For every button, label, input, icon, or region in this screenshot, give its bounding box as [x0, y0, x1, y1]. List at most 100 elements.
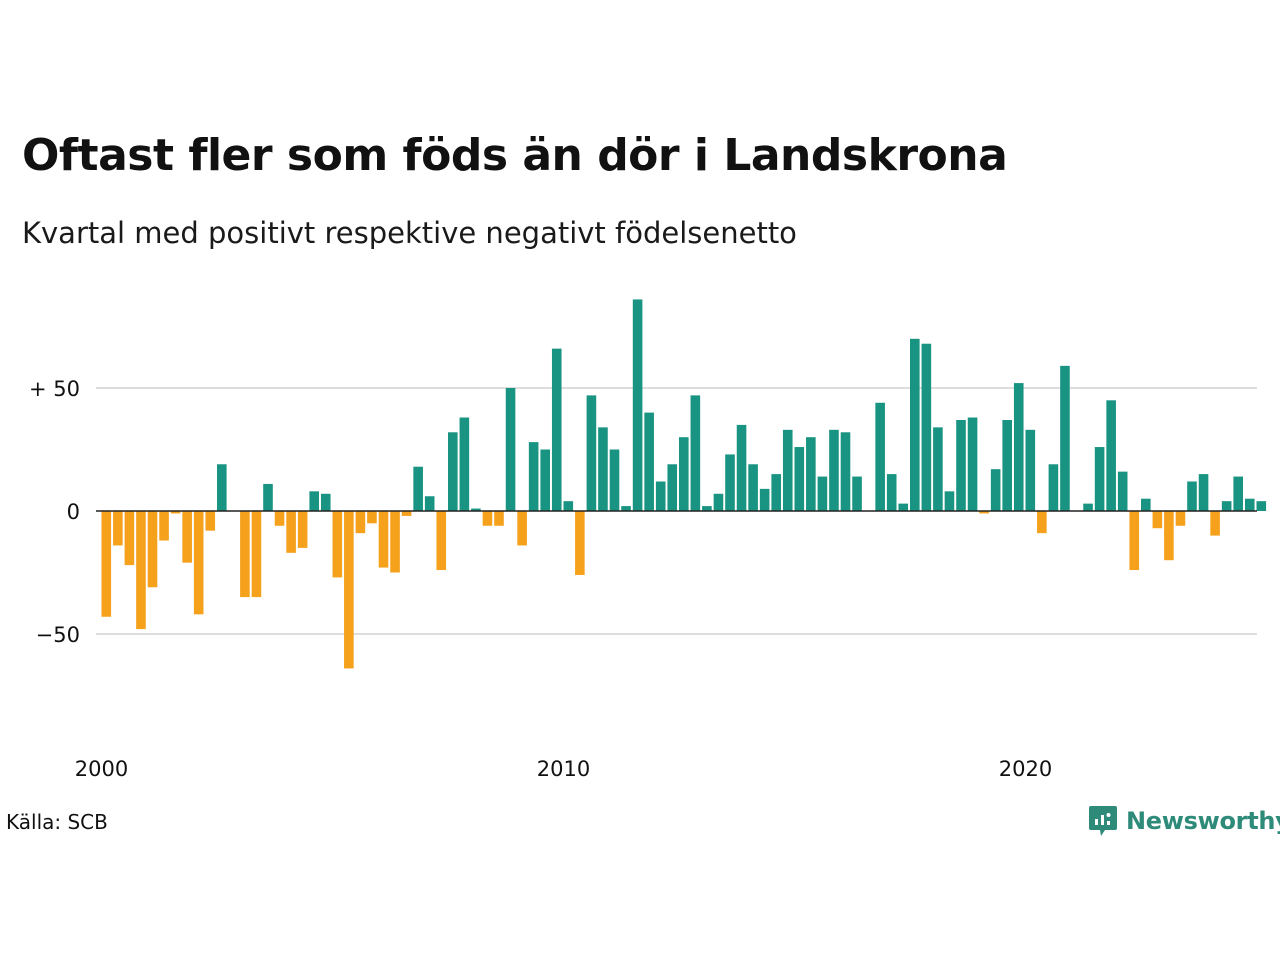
- bar: [528, 442, 539, 511]
- bar: [1106, 400, 1116, 511]
- x-tick-label: 2000: [75, 757, 128, 781]
- bar: [586, 395, 597, 511]
- bar: [910, 338, 920, 511]
- bar: [990, 469, 1001, 511]
- bar: [875, 402, 885, 511]
- bar: [436, 511, 447, 571]
- bar: [771, 474, 781, 511]
- bar: [1221, 501, 1232, 511]
- bar: [563, 501, 574, 511]
- bar: [170, 511, 181, 514]
- bar: [505, 388, 516, 511]
- bar: [748, 464, 758, 511]
- bar: [1244, 498, 1255, 511]
- bar: [355, 511, 366, 534]
- bar: [1187, 481, 1197, 511]
- bar: [517, 511, 527, 546]
- bar: [794, 447, 805, 511]
- bar: [1060, 365, 1070, 511]
- bar: [124, 511, 135, 566]
- chart-subtitle: Kvartal med positivt respektive negativt…: [22, 216, 797, 250]
- bar: [1164, 511, 1174, 561]
- bar: [1141, 498, 1151, 511]
- newsworthy-icon: [1089, 806, 1117, 836]
- bar: [1117, 471, 1128, 511]
- x-tick-label: 2010: [537, 757, 590, 781]
- bar: [424, 496, 435, 511]
- chart-title: Oftast fler som föds än dör i Landskrona: [22, 130, 1008, 181]
- bar: [390, 511, 400, 573]
- bar: [540, 449, 550, 511]
- bar: [471, 508, 481, 511]
- bar: [829, 429, 839, 511]
- bar: [1233, 476, 1243, 511]
- bar: [482, 511, 493, 526]
- bar: [113, 511, 123, 546]
- brand-name: Newsworthy: [1126, 807, 1280, 835]
- bar: [967, 417, 978, 511]
- bar: [286, 511, 296, 553]
- bar: [759, 488, 770, 511]
- bar: [1152, 511, 1163, 529]
- bar: [632, 299, 643, 511]
- bar: [1013, 383, 1024, 511]
- bar: [921, 343, 932, 511]
- bar: [217, 464, 227, 511]
- bar: [898, 503, 909, 511]
- bar: [679, 437, 689, 511]
- bar: [621, 506, 631, 511]
- bar: [713, 493, 724, 511]
- bar: [367, 511, 377, 524]
- bar: [332, 511, 343, 578]
- bar: [644, 412, 654, 511]
- bar: [1129, 511, 1140, 571]
- y-tick-label: −50: [36, 623, 80, 647]
- bar: [378, 511, 389, 568]
- bar: [448, 432, 458, 511]
- bar: [320, 493, 331, 511]
- bar: [609, 449, 620, 511]
- bar: [944, 491, 955, 511]
- bar: [806, 437, 816, 511]
- bar: [1002, 419, 1012, 511]
- bar: [551, 348, 562, 511]
- bar: [147, 511, 158, 588]
- bar: [309, 491, 319, 511]
- bar: [1094, 447, 1105, 511]
- bar: [725, 454, 735, 511]
- y-tick-label: + 50: [29, 377, 80, 401]
- bar: [956, 419, 966, 511]
- bar: [655, 481, 666, 511]
- bar: [1048, 464, 1059, 511]
- bar: [159, 511, 169, 541]
- bar: [575, 511, 585, 575]
- bar: [690, 395, 701, 511]
- bar: [297, 511, 308, 548]
- bar: [1083, 503, 1093, 511]
- bar: [1198, 474, 1209, 511]
- bar: [817, 476, 828, 511]
- bar: [401, 511, 412, 516]
- bar: [274, 511, 285, 526]
- bar: [840, 432, 851, 511]
- bar: [886, 474, 897, 511]
- bar: [459, 417, 470, 511]
- bar: [413, 466, 423, 511]
- brand-logo: Newsworthy: [1088, 804, 1280, 838]
- bar: [598, 427, 608, 511]
- bar: [933, 427, 943, 511]
- y-tick-label: 0: [67, 500, 80, 524]
- bar: [1037, 511, 1047, 534]
- bar: [1175, 511, 1186, 526]
- bar: [1210, 511, 1220, 536]
- bar: [494, 511, 504, 526]
- bar: [251, 511, 262, 598]
- bar: [344, 511, 354, 669]
- bar: [182, 511, 192, 563]
- bar: [1025, 429, 1036, 511]
- axis-labels: + 50 0 −50 2000 2010 2020: [29, 377, 1052, 781]
- bar: [782, 429, 793, 511]
- bar: [1256, 501, 1267, 511]
- bar: [702, 506, 712, 511]
